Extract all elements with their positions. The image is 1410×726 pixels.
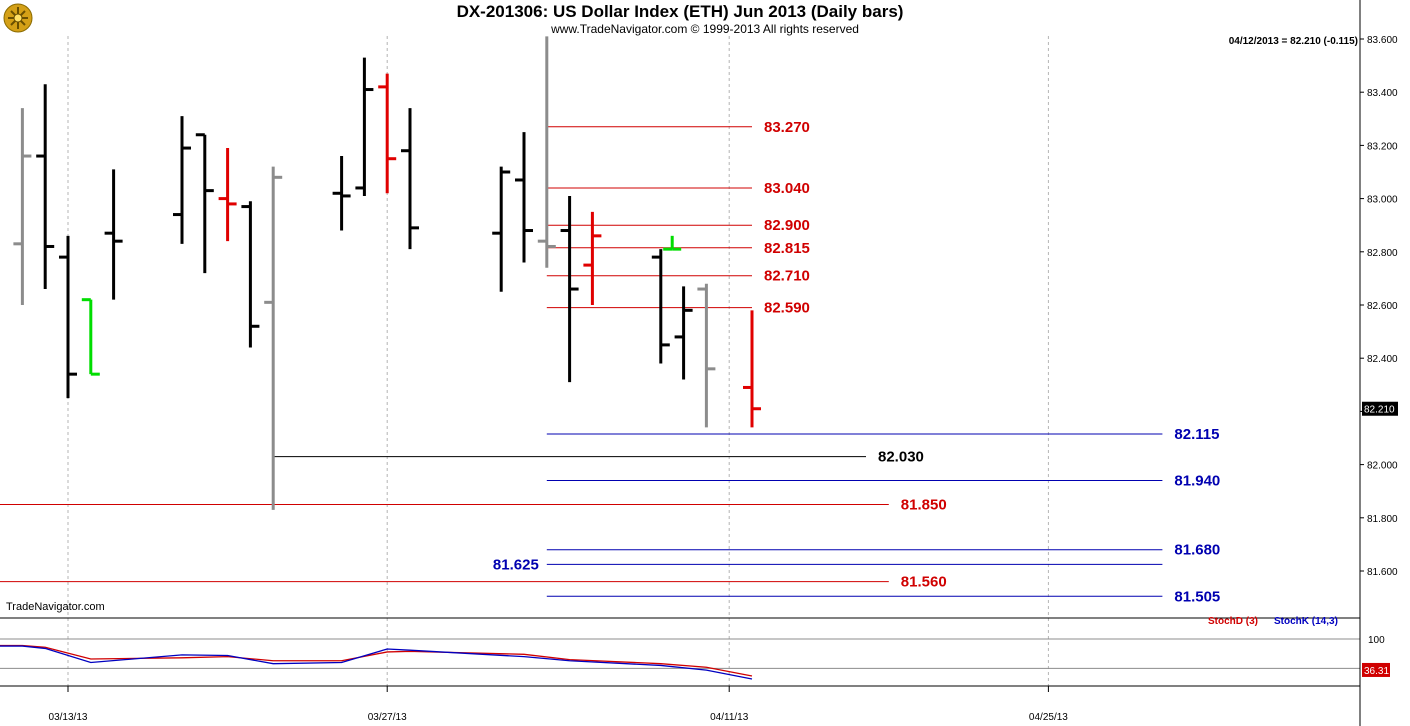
y-tick-label: 83.400	[1367, 88, 1398, 99]
y-tick-label: 82.400	[1367, 354, 1398, 365]
ohlc-bar	[13, 108, 32, 305]
level-label: 82.030	[878, 449, 924, 466]
brand-label: TradeNavigator.com	[6, 601, 105, 613]
x-tick-label: 04/25/13	[1029, 712, 1068, 723]
ohlc-bar	[663, 235, 682, 251]
ohlc-bar	[492, 166, 511, 292]
level-label: 82.115	[1174, 426, 1219, 443]
ohlc-bar	[515, 132, 533, 263]
ohlc-bar	[241, 201, 260, 348]
last-price-badge	[1362, 401, 1398, 416]
ohlc-bar	[59, 235, 77, 399]
stoch-value-label: 36.31	[1364, 666, 1389, 677]
ohlc-bar	[537, 36, 556, 268]
level-label: 81.560	[901, 574, 947, 591]
x-tick-label: 03/27/13	[368, 712, 407, 723]
ohlc-bar	[674, 286, 693, 380]
x-tick-label: 04/11/13	[710, 712, 749, 723]
ohlc-bar	[651, 249, 670, 364]
y-tick-label: 83.000	[1367, 195, 1398, 206]
y-tick-label: 81.600	[1367, 567, 1398, 578]
ohlc-bar	[355, 57, 374, 196]
stochk-line	[0, 645, 753, 680]
ohlc-bar	[401, 108, 419, 250]
stoch-tick-label: 100	[1368, 635, 1385, 646]
ohlc-bar	[36, 84, 55, 290]
y-tick-label: 81.800	[1367, 514, 1398, 525]
ohlc-bar	[583, 211, 602, 305]
ohlc-bar	[173, 116, 191, 244]
x-tick-label: 03/13/13	[49, 712, 88, 723]
ohlc-bar	[743, 310, 761, 428]
copyright-text: www.TradeNavigator.com © 1999-2013 All r…	[551, 22, 859, 36]
level-label: 82.590	[764, 300, 810, 317]
ohlc-bar	[195, 133, 214, 274]
ohlc-bar	[697, 283, 716, 428]
level-label: 81.625	[493, 556, 539, 573]
level-label: 83.040	[764, 180, 810, 197]
chart-title: DX-201306: US Dollar Index (ETH) Jun 201…	[456, 2, 904, 21]
ohlc-bar	[378, 73, 397, 194]
level-label: 82.815	[764, 240, 810, 257]
ohlc-bar	[264, 166, 283, 510]
stoch-value-badge	[1362, 662, 1390, 677]
stochd-legend: StochD (3)	[1208, 616, 1258, 627]
level-label: 82.710	[764, 268, 810, 285]
level-label: 83.270	[764, 119, 810, 136]
y-tick-label: 82.800	[1367, 248, 1398, 259]
ohlc-bar	[332, 156, 351, 231]
support-resistance-levels: 83.270 83.040 82.900 82.815 82.710 82.590 82.1…	[0, 119, 1220, 605]
stochd-line	[0, 644, 753, 677]
ohlc-bar	[104, 169, 123, 300]
level-label: 81.505	[1174, 588, 1220, 605]
trade-navigator-logo-icon	[3, 3, 33, 33]
price-bars	[13, 36, 761, 510]
level-label: 81.940	[1174, 473, 1220, 490]
level-label: 81.680	[1174, 542, 1220, 559]
ohlc-bar	[81, 298, 100, 376]
stochk-legend: StochK (14,3)	[1274, 616, 1338, 627]
y-tick-label: 83.600	[1367, 35, 1398, 46]
y-tick-label: 82.600	[1367, 301, 1398, 312]
y-tick-label: 82.000	[1367, 461, 1398, 472]
stochastic-panel: 1005036.31	[0, 635, 1390, 687]
y-tick-label: 83.200	[1367, 141, 1398, 152]
ohlc-bar	[218, 148, 237, 242]
last-bar-info: 04/12/2013 = 82.210 (-0.115)	[1228, 36, 1358, 47]
ohlc-bar	[560, 195, 579, 383]
level-label: 81.850	[901, 497, 947, 514]
level-label: 82.900	[764, 217, 810, 234]
last-price-label: 82.210	[1364, 405, 1395, 416]
